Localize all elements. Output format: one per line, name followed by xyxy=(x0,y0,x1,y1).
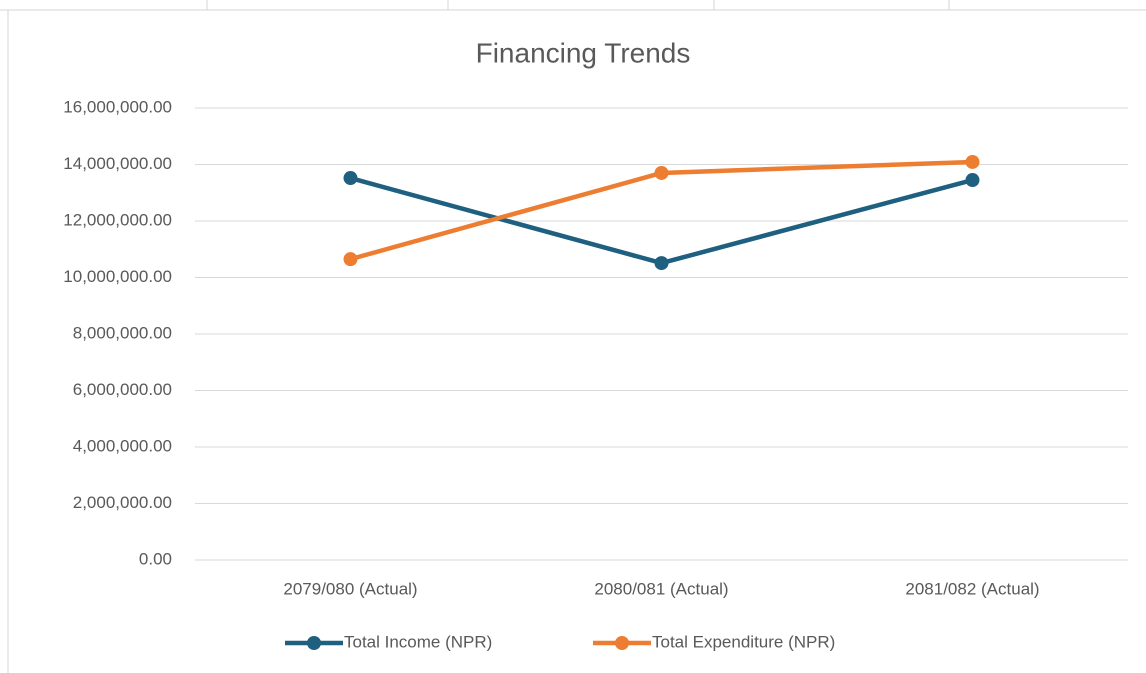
y-tick-label: 12,000,000.00 xyxy=(63,210,172,229)
y-tick-label: 6,000,000.00 xyxy=(73,380,172,399)
y-tick-label: 8,000,000.00 xyxy=(73,323,172,342)
chart-title: Financing Trends xyxy=(476,37,691,68)
y-tick-label: 14,000,000.00 xyxy=(63,154,172,173)
data-point xyxy=(965,173,980,188)
y-tick-label: 2,000,000.00 xyxy=(73,493,172,512)
y-tick-label: 16,000,000.00 xyxy=(63,97,172,116)
legend-marker xyxy=(307,636,321,650)
legend-label: Total Income (NPR) xyxy=(344,632,492,651)
data-point xyxy=(343,171,358,186)
x-tick-label: 2081/082 (Actual) xyxy=(905,579,1039,598)
legend-marker xyxy=(615,636,629,650)
legend-label: Total Expenditure (NPR) xyxy=(652,632,835,651)
y-tick-label: 4,000,000.00 xyxy=(73,436,172,455)
x-tick-label: 2080/081 (Actual) xyxy=(594,579,728,598)
y-tick-label: 0.00 xyxy=(139,549,172,568)
data-point xyxy=(654,165,669,180)
y-tick-label: 10,000,000.00 xyxy=(63,267,172,286)
x-tick-label: 2079/080 (Actual) xyxy=(283,579,417,598)
data-point xyxy=(343,252,358,267)
data-point xyxy=(965,154,980,169)
data-point xyxy=(654,256,669,271)
